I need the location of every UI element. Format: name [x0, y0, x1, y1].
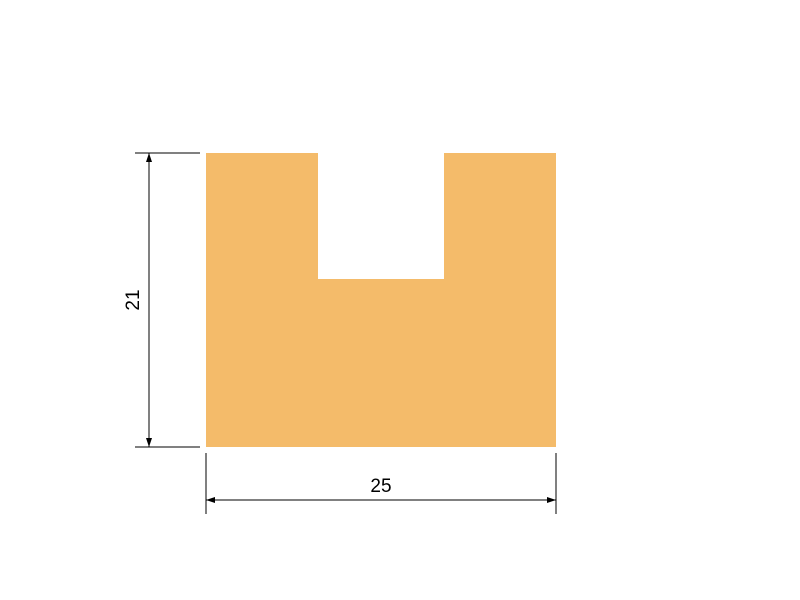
diagram-canvas: 21 25	[0, 0, 800, 600]
h-arrow-left	[206, 497, 215, 503]
v-arrow-top	[146, 153, 152, 162]
vertical-dimension: 21	[123, 153, 200, 447]
v-arrow-bottom	[146, 438, 152, 447]
u-profile-shape	[206, 153, 556, 447]
horizontal-dimension: 25	[206, 453, 556, 514]
diagram-svg: 21 25	[0, 0, 800, 600]
width-label: 25	[370, 476, 391, 497]
height-label: 21	[123, 289, 144, 310]
h-arrow-right	[547, 497, 556, 503]
